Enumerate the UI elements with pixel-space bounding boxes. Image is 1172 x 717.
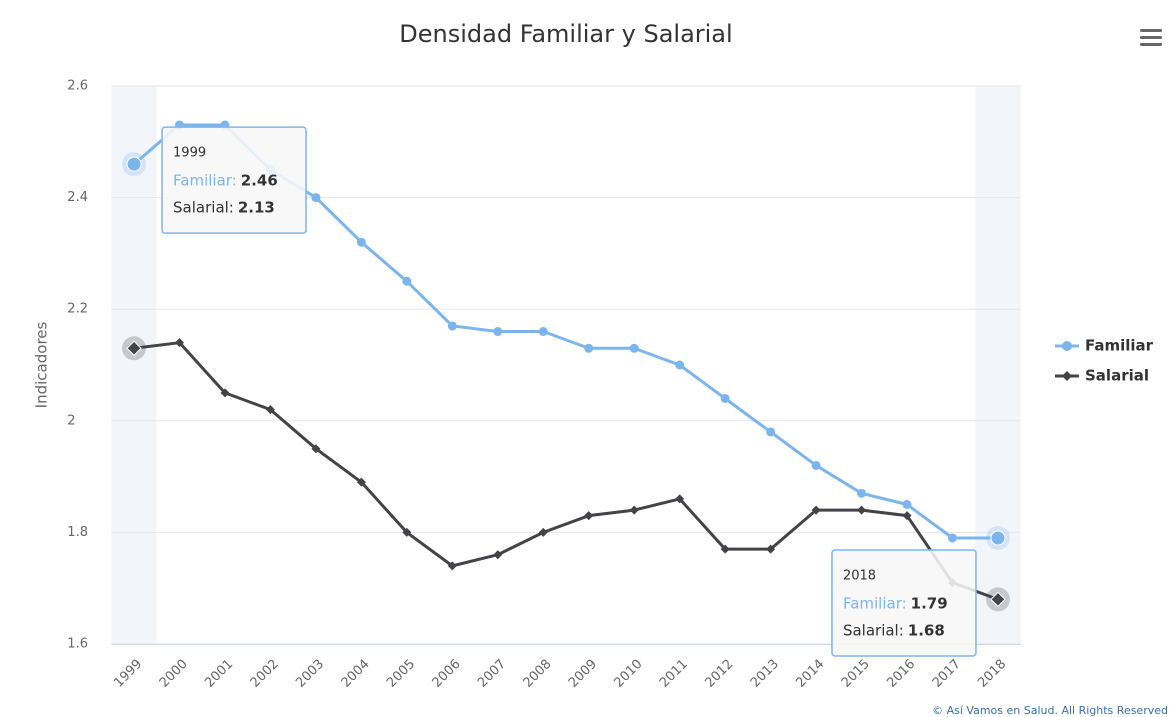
marker (990, 591, 1006, 608)
marker (311, 444, 321, 454)
marker (857, 488, 867, 498)
marker (857, 505, 867, 515)
x-tick-label: 2014 (793, 657, 827, 691)
marker (493, 550, 503, 560)
menu-button[interactable] (1140, 29, 1162, 46)
marker (538, 327, 548, 337)
legend-label: Familiar (1085, 337, 1154, 355)
menu-bar (1140, 36, 1162, 39)
marker (493, 327, 503, 337)
tooltip-box (161, 126, 307, 234)
marker (902, 511, 912, 521)
marker (402, 527, 412, 537)
y-tick-label: 1.6 (67, 637, 88, 652)
marker (356, 477, 366, 487)
x-tick-label: 2004 (339, 657, 373, 691)
x-tick-label: 2011 (657, 657, 691, 691)
marker (675, 494, 685, 504)
legend-marker (1062, 341, 1072, 351)
x-tick-label: 2009 (566, 657, 600, 691)
tooltip-value: 2.46 (241, 172, 278, 190)
marker (990, 530, 1006, 546)
tooltip-value: 2.13 (238, 199, 275, 217)
x-tick-label: 2012 (702, 657, 736, 691)
marker (947, 533, 957, 543)
tooltip-value: 1.79 (911, 594, 948, 612)
tooltip-label: Familiar: (173, 172, 237, 190)
marker (720, 544, 730, 554)
tooltip-label: Salarial: (843, 621, 904, 639)
tooltip-value: 1.68 (908, 621, 945, 639)
marker (126, 340, 142, 356)
legend-marker (1062, 371, 1072, 381)
x-tick-label: 2002 (248, 657, 282, 691)
marker (584, 511, 594, 521)
tooltip-title: 2018 (843, 568, 876, 583)
marker (311, 193, 321, 203)
tooltip: 2018 Familiar: 1.79 Salarial: 1.68 (831, 549, 977, 657)
tooltip-box (831, 549, 977, 657)
x-tick-label: 2013 (748, 657, 782, 691)
x-tick-label: 2010 (612, 657, 646, 691)
y-tick-label: 2.4 (67, 190, 88, 205)
menu-bar (1140, 29, 1162, 32)
y-tick-label: 2.2 (67, 302, 88, 317)
x-tick-label: 2001 (202, 657, 236, 691)
marker (902, 500, 912, 509)
x-tick-label: 2006 (430, 657, 464, 691)
hover-band (111, 86, 157, 644)
x-tick-label: 2003 (293, 657, 327, 691)
marker (629, 505, 639, 515)
marker (629, 343, 639, 353)
x-tick-label: 2018 (975, 657, 1009, 691)
marker (720, 393, 730, 403)
chart-title: Densidad Familiar y Salarial (399, 20, 732, 48)
marker (126, 156, 142, 172)
menu-bar (1140, 43, 1162, 46)
tooltip-label: Salarial: (173, 199, 234, 217)
marker (265, 405, 275, 415)
marker (402, 276, 412, 286)
tooltip-title: 1999 (173, 146, 206, 161)
marker (220, 388, 230, 398)
marker (811, 505, 821, 515)
marker (811, 460, 821, 470)
legend-label: Salarial (1085, 367, 1149, 385)
x-tick-label: 2015 (839, 657, 873, 691)
x-tick-label: 2016 (884, 657, 918, 691)
x-tick-label: 1999 (111, 657, 145, 691)
y-axis-title: Indicadores (33, 321, 51, 408)
tooltip-label: Familiar: (843, 594, 907, 612)
tooltip: 1999 Familiar: 2.46 Salarial: 2.13 (161, 126, 307, 234)
series-line (133, 341, 999, 601)
marker (538, 527, 548, 537)
x-tick-label: 2017 (930, 657, 964, 691)
x-tick-label: 2005 (384, 657, 418, 691)
marker (766, 544, 776, 554)
marker (447, 321, 457, 331)
credits: © Así Vamos en Salud. All Rights Reserve… (932, 704, 1168, 717)
y-tick-label: 1.8 (67, 525, 88, 540)
hover-band (975, 86, 1021, 644)
marker (447, 561, 457, 571)
x-tick-label: 2007 (475, 657, 509, 691)
y-tick-label: 2.6 (67, 79, 88, 94)
marker (766, 427, 776, 437)
x-tick-label: 2008 (521, 657, 555, 691)
x-tick-label: 2000 (157, 657, 191, 691)
y-tick-label: 2 (67, 413, 75, 428)
marker (675, 360, 685, 370)
marker (175, 338, 185, 348)
marker (584, 343, 594, 353)
marker (356, 237, 366, 247)
